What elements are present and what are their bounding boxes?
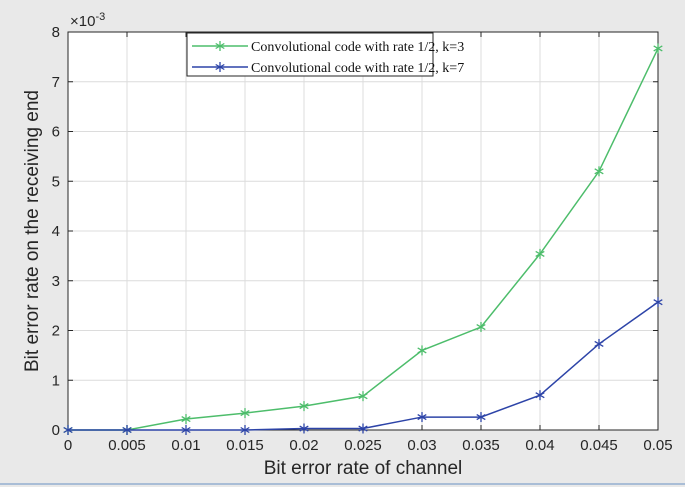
data-point-marker [240, 408, 250, 419]
data-point-marker [594, 338, 604, 349]
legend-marker [215, 62, 225, 72]
x-tick-label: 0.02 [289, 437, 318, 454]
data-point-marker [240, 425, 250, 435]
legend[interactable]: Convolutional code with rate 1/2, k=3 Con… [186, 32, 464, 77]
x-tick-label: 0.025 [344, 437, 382, 454]
x-tick-label: 0.005 [108, 437, 146, 454]
data-point-marker [653, 43, 663, 54]
y-axis-label: Bit error rate on the receiving end [22, 90, 43, 372]
y-exponent-label: ×10-3 [70, 11, 105, 30]
x-tick-label: 0.05 [643, 437, 672, 454]
data-point-marker [594, 166, 604, 177]
data-point-marker [476, 322, 486, 333]
legend-marker [215, 41, 225, 51]
legend-box [186, 32, 434, 77]
legend-entry-label: Convolutional code with rate 1/2, k=3 [251, 40, 464, 55]
y-tick-label: 7 [52, 74, 60, 91]
data-point-marker [476, 412, 486, 423]
data-point-marker [535, 390, 545, 401]
y-tick-label: 5 [52, 173, 60, 190]
data-point-marker [358, 423, 368, 434]
data-point-marker [417, 412, 427, 423]
x-tick-label: 0.03 [407, 437, 436, 454]
data-point-marker [653, 297, 663, 308]
series-group [63, 43, 663, 435]
y-tick-label: 0 [52, 422, 60, 439]
data-point-marker [63, 425, 73, 435]
data-point-marker [417, 345, 427, 356]
y-tick-label: 1 [52, 372, 60, 389]
x-tick-label: 0.015 [226, 437, 264, 454]
y-tick-label: 8 [52, 24, 60, 41]
data-point-marker [181, 425, 191, 435]
x-axis-ticks: 0 0.005 0.01 0.015 0.02 0.025 0.03 0.035 0.04 0.0… [64, 32, 673, 454]
data-point-marker [299, 401, 309, 412]
x-tick-label: 0 [64, 437, 72, 454]
series-2 [63, 297, 663, 435]
legend-entry-label: Convolutional code with rate 1/2, k=7 [251, 61, 464, 76]
data-point-marker [535, 248, 545, 259]
data-point-marker [122, 425, 132, 435]
data-point-marker [181, 414, 191, 425]
x-tick-label: 0.045 [580, 437, 618, 454]
y-tick-label: 3 [52, 273, 60, 290]
bottom-border [0, 483, 685, 485]
x-tick-label: 0.01 [171, 437, 200, 454]
x-tick-label: 0.04 [525, 437, 554, 454]
x-axis-label: Bit error rate of channel [264, 458, 463, 479]
y-axis-ticks: 0 1 2 3 4 5 6 7 8 [52, 24, 658, 439]
y-tick-label: 4 [52, 223, 60, 240]
data-point-marker [299, 423, 309, 434]
data-point-marker [358, 391, 368, 402]
y-tick-label: 6 [52, 124, 60, 141]
y-tick-label: 2 [52, 323, 60, 340]
x-tick-label: 0.035 [462, 437, 500, 454]
